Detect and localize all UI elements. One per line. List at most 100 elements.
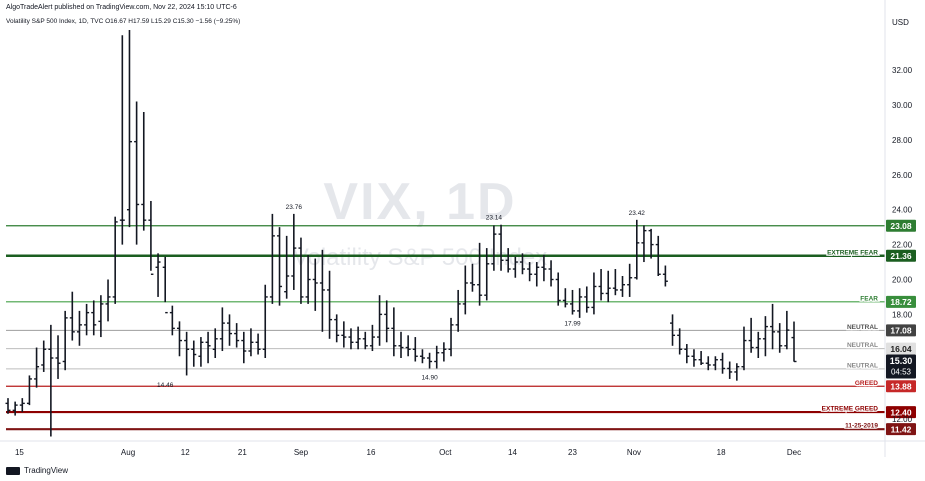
level-name: NEUTRAL [847, 362, 878, 369]
ohlc-bar [698, 351, 704, 365]
ohlc-bar [84, 303, 90, 336]
ohlc-bar [191, 340, 197, 367]
ohlc-bar [134, 101, 140, 245]
level-price-box [886, 380, 916, 393]
ohlc-bar [527, 262, 533, 282]
ohlc-bar [62, 310, 68, 371]
peak-label: 23.42 [629, 210, 646, 217]
level-price-box [886, 406, 916, 419]
ohlc-bar [12, 401, 18, 416]
ohlc-bar [620, 276, 626, 297]
ohlc-bar [655, 235, 661, 276]
time-axis: 15 Aug 12 21 Sep 16 Oct 14 23 Nov 18 Dec [0, 440, 925, 457]
ohlc-bar [391, 307, 397, 357]
ohlc-bar [369, 324, 375, 352]
ohlc-bar [126, 30, 132, 228]
ohlc-bar [412, 337, 418, 362]
ohlc-bar [562, 288, 568, 308]
x-tick-label: Aug [121, 448, 135, 457]
countdown-label: 04:53 [891, 367, 912, 376]
peak-labels: 23.76 23.14 23.42 17.99 14.90 14.46 [157, 204, 645, 389]
ohlc-bar [427, 352, 433, 369]
level-price-box [886, 295, 916, 308]
ohlc-bar [341, 321, 347, 348]
ohlc-bar [748, 317, 754, 353]
ohlc-bar [741, 326, 747, 371]
level-price-label: 21.36 [890, 251, 912, 261]
ohlc-bar [169, 305, 175, 336]
ohlc-bar [498, 224, 504, 271]
peak-label: 23.14 [486, 215, 503, 222]
ohlc-bar [262, 284, 268, 358]
x-tick-label: 12 [181, 448, 190, 457]
level-price-label: 13.88 [890, 381, 912, 391]
ohlc-bar [569, 289, 575, 315]
y-tick-label: 18.00 [892, 310, 913, 319]
level-name: EXTREME FEAR [827, 249, 878, 256]
ohlc-bar [762, 316, 768, 357]
ohlc-bar [605, 270, 611, 303]
ohlc-bar [76, 310, 82, 346]
ohlc-bar [41, 340, 47, 372]
ohlc-bar [105, 279, 111, 322]
ohlc-bar [727, 361, 733, 379]
ohlc-bar [684, 344, 690, 364]
ohlc-bar [26, 375, 32, 406]
ohlc-bar [184, 331, 190, 376]
ohlc-bar [148, 200, 154, 275]
current-price-label: 15.30 [890, 356, 913, 366]
symbol-legend[interactable]: Volatility S&P 500 Index, 1D, TVC O16.67… [6, 18, 241, 25]
ohlc-bar [455, 289, 461, 332]
x-tick-label: Sep [294, 448, 309, 457]
ohlc-bar [69, 291, 75, 341]
ohlc-bar [477, 242, 483, 306]
publisher-caption: AlgoTradeAlert published on TradingView.… [6, 4, 237, 11]
level-price-box [886, 342, 916, 355]
y-tick-label: 32.00 [892, 66, 913, 75]
ohlc-bar [584, 286, 590, 313]
ohlc-bar [462, 265, 468, 315]
level-price-box [886, 423, 916, 436]
ohlc-bar [112, 216, 118, 304]
level-price-label: 12.40 [890, 407, 912, 417]
currency-label[interactable]: USD [892, 18, 909, 27]
ohlc-bar [534, 262, 540, 287]
level-name: NEUTRAL [847, 342, 878, 349]
ohlc-bar [441, 342, 447, 362]
level-price-label: 17.08 [890, 326, 912, 336]
ohlc-bar [48, 324, 54, 437]
ohlc-bars [5, 30, 797, 437]
ohlc-bar [284, 235, 290, 299]
ohlc-bar [612, 269, 618, 296]
ohlc-bar [327, 270, 333, 339]
ohlc-bar [227, 314, 233, 346]
ohlc-bar [791, 321, 797, 363]
ohlc-bar [34, 347, 40, 388]
level-name: GREED [855, 380, 878, 387]
ohlc-bar [141, 112, 147, 231]
ohlc-bar [405, 335, 411, 357]
x-tick-label: Oct [439, 448, 452, 457]
ohlc-bar [91, 300, 97, 336]
ohlc-bar [119, 35, 125, 245]
ohlc-bar [448, 317, 454, 357]
x-tick-label: Nov [627, 448, 641, 457]
ohlc-bar [334, 314, 340, 343]
ohlc-bar [777, 323, 783, 353]
ohlc-bar [512, 256, 518, 278]
ohlc-bar [662, 265, 668, 287]
ohlc-bar [548, 260, 554, 287]
ohlc-bar [691, 349, 697, 367]
ohlc-bar [305, 255, 311, 304]
tradingview-brand: TradingView [24, 466, 69, 475]
ohlc-bar [648, 228, 654, 259]
level-price-label: 23.08 [890, 221, 912, 231]
tradingview-logo[interactable]: TradingView [6, 466, 68, 475]
ohlc-bar [755, 331, 761, 358]
ohlc-bar [712, 356, 718, 371]
ohlc-bar [434, 345, 440, 369]
ohlc-bar [627, 263, 633, 297]
ohlc-bar [720, 352, 726, 374]
tradingview-logo-icon [6, 466, 20, 475]
